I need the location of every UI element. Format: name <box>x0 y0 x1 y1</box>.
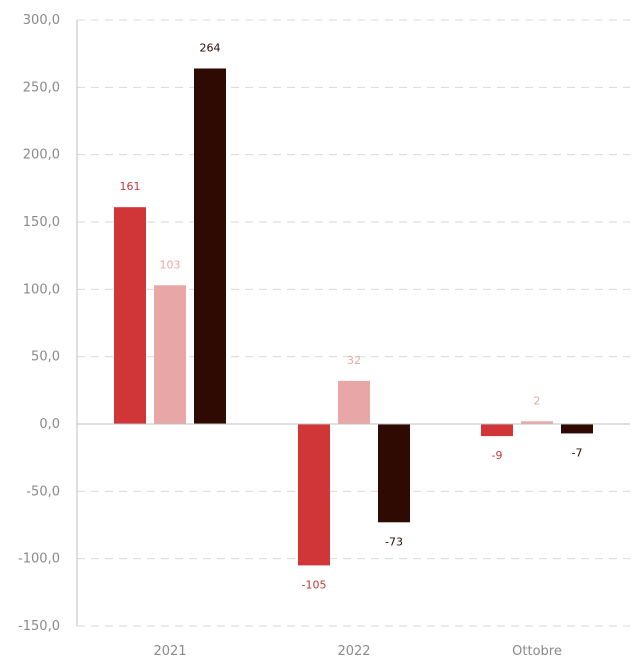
data-labels: 161 -105 -9 103 32 2 264 -73 -7 <box>120 41 583 591</box>
data-label: 103 <box>160 258 181 271</box>
y-axis: 300,0 250,0 200,0 150,0 100,0 50,0 0,0 -50,0 -10… <box>18 13 78 634</box>
y-tick-label: 100,0 <box>23 282 60 297</box>
y-tick-label: 50,0 <box>31 350 60 365</box>
x-category-label: 2021 <box>153 644 186 659</box>
bar <box>114 207 146 424</box>
y-tick-label: 0,0 <box>39 417 60 432</box>
y-tick-label: 300,0 <box>23 13 60 28</box>
data-label: 161 <box>120 180 141 193</box>
bar <box>561 424 593 434</box>
bar <box>481 424 513 437</box>
bar <box>194 68 226 424</box>
y-tick-label: 200,0 <box>23 148 60 163</box>
data-label: -9 <box>492 449 503 462</box>
y-tick-label: 150,0 <box>23 215 60 230</box>
x-category-label: 2022 <box>337 644 370 659</box>
y-tick-label: -150,0 <box>18 619 60 634</box>
x-category-label: Ottobre <box>512 644 562 659</box>
y-tick-label: -50,0 <box>26 484 60 499</box>
data-label: 2 <box>534 394 541 407</box>
bar <box>378 424 410 523</box>
data-label: 32 <box>347 354 361 367</box>
bar <box>338 380 370 424</box>
data-label: -7 <box>572 446 583 459</box>
x-axis: 2021 2022 Ottobre <box>77 423 630 659</box>
data-label: -73 <box>385 535 403 548</box>
bars <box>114 68 593 566</box>
y-tick-label: -100,0 <box>18 552 60 567</box>
y-tick-label: 250,0 <box>23 80 60 95</box>
bar <box>521 421 553 424</box>
bar <box>154 285 186 424</box>
data-label: -105 <box>302 578 327 591</box>
bar <box>298 424 330 566</box>
data-label: 264 <box>200 41 221 54</box>
